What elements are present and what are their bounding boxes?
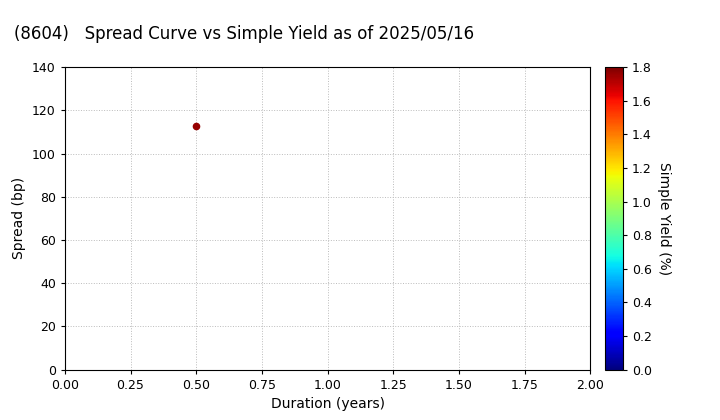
- X-axis label: Duration (years): Duration (years): [271, 397, 384, 411]
- Y-axis label: Spread (bp): Spread (bp): [12, 177, 27, 260]
- Y-axis label: Simple Yield (%): Simple Yield (%): [657, 162, 671, 275]
- Text: (8604)   Spread Curve vs Simple Yield as of 2025/05/16: (8604) Spread Curve vs Simple Yield as o…: [14, 25, 474, 43]
- Point: [190, 122, 202, 129]
